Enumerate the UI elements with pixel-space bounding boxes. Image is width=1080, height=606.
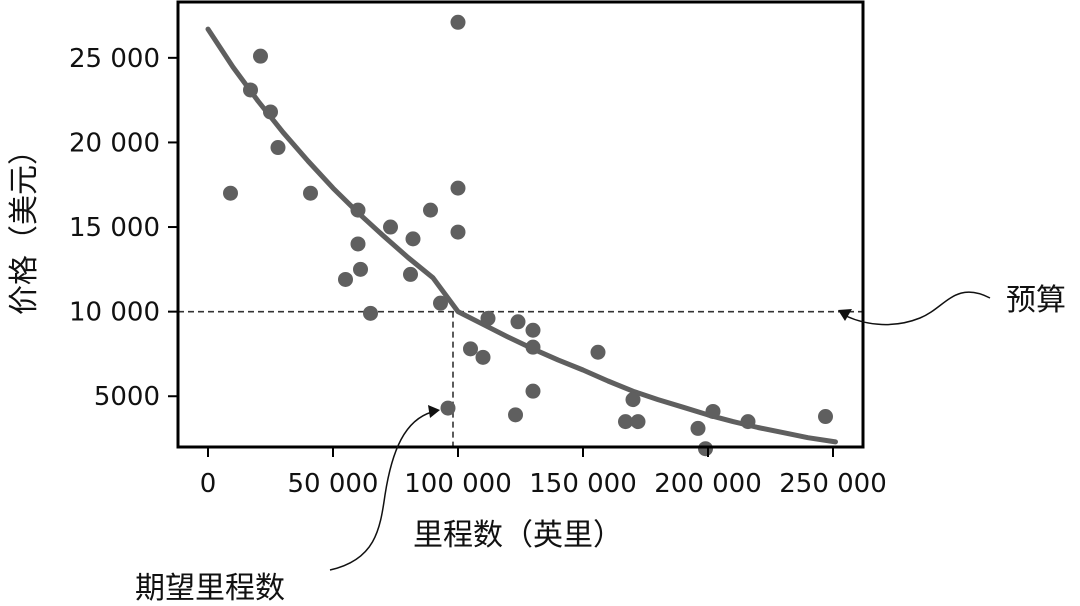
y-tick-label-4: 20 000: [69, 128, 160, 158]
data-point-18: [450, 14, 466, 30]
data-point-16: [433, 295, 448, 311]
data-point-23: [480, 310, 496, 326]
data-point-35: [705, 403, 721, 419]
annotation-budget: 预算: [1006, 283, 1066, 318]
x-axis-label: 里程数（英里）: [413, 518, 623, 553]
data-point-26: [525, 322, 541, 338]
data-point-19: [450, 180, 466, 196]
data-point-33: [690, 420, 706, 436]
data-point-30: [618, 414, 633, 430]
data-point-22: [475, 349, 491, 365]
y-tick-label-5: 25 000: [69, 44, 160, 74]
data-point-28: [525, 383, 541, 399]
x-tick-label-2: 50 000: [288, 469, 379, 499]
x-tick-label-3: 100 000: [404, 469, 512, 499]
data-point-12: [383, 219, 398, 235]
data-point-29: [590, 344, 606, 360]
data-point-11: [363, 305, 378, 321]
data-point-2: [243, 82, 258, 98]
plot-area: [178, 14, 863, 457]
plot-frame: [176, 0, 865, 449]
x-tick-label-1: 0: [200, 469, 217, 499]
data-point-36: [740, 414, 756, 430]
x-tick-label-4: 150 000: [529, 469, 637, 499]
data-point-13: [403, 266, 418, 282]
annotation-arrow-budget: [845, 291, 991, 326]
data-point-9: [350, 236, 366, 252]
data-point-25: [510, 314, 526, 330]
x-tick-label-6: 250 000: [779, 469, 887, 499]
annotation-arrowhead-budget: [838, 309, 852, 321]
data-point-7: [338, 271, 353, 287]
x-tick-label-5: 200 000: [654, 469, 762, 499]
data-point-8: [350, 202, 366, 218]
annotation-arrowhead-mileage: [428, 405, 440, 418]
data-point-3: [253, 48, 268, 64]
data-point-15: [423, 202, 438, 218]
data-point-4: [263, 104, 278, 120]
data-point-17: [440, 400, 456, 416]
y-axis-label: 价格（美元）: [7, 135, 42, 315]
data-point-24: [508, 407, 523, 423]
data-point-5: [270, 140, 286, 156]
data-point-31: [625, 392, 641, 408]
y-tick-label-1: 5000: [94, 382, 160, 412]
data-point-37: [818, 409, 833, 425]
data-point-21: [463, 341, 478, 357]
data-point-10: [353, 261, 368, 277]
annotation-arrow-mileage: [329, 411, 433, 571]
axis-ticks: 0 50 000 100 000 150 000 200 000 250 000 5000 1…: [69, 44, 887, 499]
y-tick-label-3: 15 000: [69, 213, 160, 243]
y-tick-label-2: 10 000: [69, 298, 160, 328]
data-point-32: [630, 414, 646, 430]
data-point-34: [698, 441, 713, 457]
annotation-target-mileage: 期望里程数: [135, 571, 285, 606]
data-point-1: [223, 185, 238, 201]
fit-curve: [205, 26, 838, 445]
data-point-14: [405, 231, 421, 247]
data-point-27: [525, 339, 541, 355]
data-point-20: [450, 224, 466, 240]
data-point-6: [303, 185, 318, 201]
